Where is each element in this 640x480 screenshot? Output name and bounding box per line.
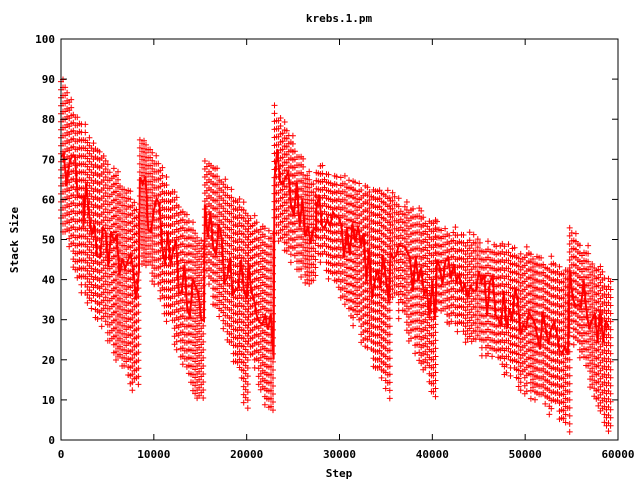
x-axis-label: Step <box>326 467 353 480</box>
x-tick-label: 10000 <box>137 448 170 461</box>
y-tick-label: 70 <box>42 153 55 166</box>
dense-core-line <box>60 148 610 360</box>
y-tick-label: 90 <box>42 73 55 86</box>
y-tick-label: 60 <box>42 193 55 206</box>
y-tick-label: 80 <box>42 113 55 126</box>
x-axis-ticks: 0 10000 20000 30000 40000 50000 60000 <box>58 39 635 461</box>
y-tick-label: 100 <box>35 33 55 46</box>
chart-title: krebs.1.pm <box>306 12 373 25</box>
x-tick-label: 0 <box>58 448 65 461</box>
y-tick-label: 0 <box>48 434 55 447</box>
y-axis-label: Stack Size <box>8 207 21 274</box>
y-tick-label: 30 <box>42 314 55 327</box>
y-tick-label: 50 <box>42 234 55 247</box>
x-tick-label: 60000 <box>601 448 634 461</box>
y-tick-label: 10 <box>42 394 55 407</box>
data-points <box>58 76 614 435</box>
y-axis-ticks: 0 10 20 30 40 50 60 70 80 90 100 <box>35 33 618 447</box>
plus-markers <box>58 76 614 435</box>
x-tick-label: 40000 <box>416 448 449 461</box>
x-tick-label: 30000 <box>323 448 356 461</box>
y-tick-label: 20 <box>42 354 55 367</box>
y-tick-label: 40 <box>42 274 55 287</box>
x-tick-label: 50000 <box>509 448 542 461</box>
x-tick-label: 20000 <box>230 448 263 461</box>
